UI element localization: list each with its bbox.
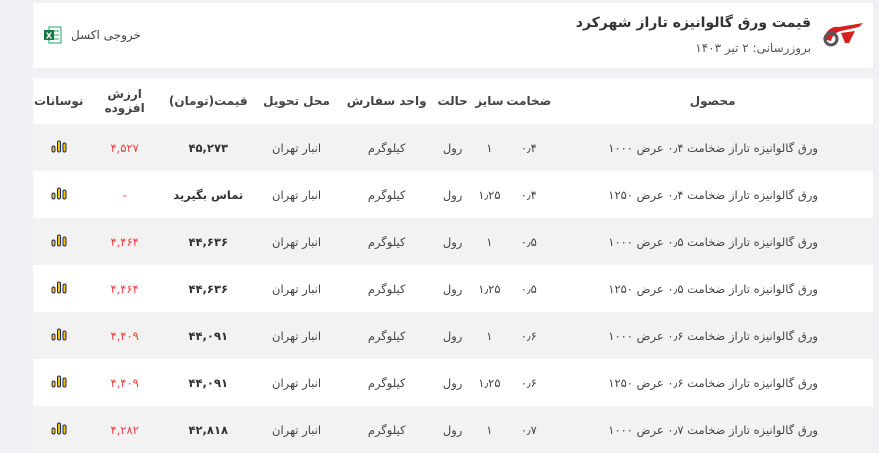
company-logo	[823, 23, 863, 47]
unit-cell: کیلوگرم	[367, 281, 406, 296]
vat-cell: -	[122, 187, 127, 202]
page-title: قیمت ورق گالوانیزه تاراز شهرکرد	[575, 15, 811, 31]
size-cell: ۱٫۲۵	[478, 281, 501, 296]
state-cell: رول	[431, 312, 474, 359]
vat-cell: ۴,۴۰۹	[84, 312, 165, 359]
fluctuation-chart-button[interactable]	[33, 171, 84, 218]
col-unit: واحد سفارش	[346, 94, 427, 108]
unit-cell: کیلوگرم	[341, 406, 432, 453]
product-cell: ورق گالوانیزه تاراز ضخامت ۰٫۴ عرض ۱۲۵۰	[608, 187, 818, 202]
fluctuation-chart-button[interactable]	[33, 218, 85, 265]
price-cell: ۴۴,۰۹۱	[188, 375, 228, 390]
unit-cell: کیلوگرم	[367, 375, 406, 390]
size-cell: ۱	[473, 218, 506, 265]
unit-cell: کیلوگرم	[341, 312, 432, 359]
col-product: محصول	[689, 94, 736, 108]
thickness-cell: ۰٫۶	[520, 375, 537, 390]
product-cell: ورق گالوانیزه تاراز ضخامت ۰٫۶ عرض ۱۰۰۰	[552, 312, 873, 359]
product-cell: ورق گالوانیزه تاراز ضخامت ۰٫۷ عرض ۱۰۰۰	[552, 406, 873, 453]
thickness-cell: ۰٫۵	[505, 218, 553, 265]
bar-chart-icon	[51, 375, 67, 388]
fluctuation-chart-button[interactable]	[33, 265, 84, 312]
size-cell: ۱	[473, 406, 506, 453]
col-state: حالت	[437, 94, 468, 108]
state-cell: رول	[431, 218, 474, 265]
table-header-row: محصول ضخامت سایز حالت واحد سفارش محل تحو…	[33, 78, 873, 124]
price-table: محصول ضخامت سایز حالت واحد سفارش محل تحو…	[33, 78, 873, 453]
bar-chart-icon	[51, 234, 67, 247]
fluctuation-chart-button[interactable]	[33, 312, 85, 359]
thickness-cell: ۰٫۵	[520, 281, 537, 296]
bar-chart-icon	[51, 140, 67, 153]
table-row: ورق گالوانیزه تاراز ضخامت ۰٫۵ عرض ۱۰۰۰ ۰٫…	[33, 218, 873, 265]
size-cell: ۱٫۲۵	[478, 187, 501, 202]
state-cell: رول	[442, 375, 463, 390]
vat-cell: ۴,۲۸۲	[84, 406, 165, 453]
state-cell: رول	[442, 187, 463, 202]
place-cell: انبار تهران	[272, 375, 322, 390]
vat-cell: ۴,۴۶۴	[110, 281, 139, 296]
product-cell: ورق گالوانیزه تاراز ضخامت ۰٫۴ عرض ۱۰۰۰	[552, 124, 873, 171]
col-price: قیمت(تومان)	[168, 94, 248, 108]
col-fluctuations: نوسانات	[34, 94, 84, 108]
fluctuation-chart-button[interactable]	[33, 124, 85, 171]
col-place: محل تحویل	[263, 94, 330, 108]
unit-cell: کیلوگرم	[341, 218, 432, 265]
thickness-cell: ۰٫۶	[505, 312, 553, 359]
state-cell: رول	[442, 281, 463, 296]
col-size: سایز	[475, 94, 504, 108]
bar-chart-icon	[51, 281, 67, 294]
price-table-card: محصول ضخامت سایز حالت واحد سفارش محل تحو…	[33, 78, 873, 453]
vat-cell: ۴,۴۰۹	[110, 375, 139, 390]
place-cell: انبار تهران	[251, 312, 342, 359]
table-row: ورق گالوانیزه تاراز ضخامت ۰٫۶ عرض ۱۲۵۰ ۰٫…	[33, 359, 873, 406]
thickness-cell: ۰٫۴	[505, 124, 553, 171]
state-cell: رول	[431, 124, 474, 171]
place-cell: انبار تهران	[272, 187, 322, 202]
size-cell: ۱٫۲۵	[478, 375, 501, 390]
table-row: ورق گالوانیزه تاراز ضخامت ۰٫۵ عرض ۱۲۵۰ ۰٫…	[33, 265, 873, 312]
size-cell: ۱	[473, 312, 506, 359]
header-card: قیمت ورق گالوانیزه تاراز شهرکرد بروزرسان…	[33, 3, 873, 68]
fluctuation-chart-button[interactable]	[33, 359, 84, 406]
bar-chart-icon	[51, 422, 67, 435]
product-cell: ورق گالوانیزه تاراز ضخامت ۰٫۶ عرض ۱۲۵۰	[608, 375, 818, 390]
col-vat: ارزش افزوده	[104, 87, 145, 115]
excel-export-button[interactable]: خروجی اکسل X	[43, 25, 141, 45]
table-row: ورق گالوانیزه تاراز ضخامت ۰٫۴ عرض ۱۲۵۰ ۰٫…	[33, 171, 873, 218]
table-row: ورق گالوانیزه تاراز ضخامت ۰٫۶ عرض ۱۰۰۰ ۰٫…	[33, 312, 873, 359]
table-row: ورق گالوانیزه تاراز ضخامت ۰٫۴ عرض ۱۰۰۰ ۰٫…	[33, 124, 873, 171]
update-date: بروزرسانی: ۲ تیر ۱۴۰۳	[695, 41, 811, 55]
place-cell: انبار تهران	[272, 281, 322, 296]
price-cell: ۴۴,۰۹۱	[164, 312, 252, 359]
product-cell: ورق گالوانیزه تاراز ضخامت ۰٫۵ عرض ۱۲۵۰	[608, 281, 818, 296]
bar-chart-icon	[51, 187, 67, 200]
price-cell: ۴۴,۶۳۶	[164, 218, 252, 265]
svg-text:X: X	[46, 32, 53, 41]
place-cell: انبار تهران	[251, 406, 342, 453]
excel-icon: X	[44, 26, 62, 44]
price-cell: ۴۵,۲۷۳	[164, 124, 252, 171]
table-row: ورق گالوانیزه تاراز ضخامت ۰٫۷ عرض ۱۰۰۰ ۰٫…	[33, 406, 873, 453]
unit-cell: کیلوگرم	[341, 124, 432, 171]
thickness-cell: ۰٫۷	[505, 406, 553, 453]
fluctuation-chart-button[interactable]	[33, 406, 85, 453]
place-cell: انبار تهران	[251, 124, 342, 171]
place-cell: انبار تهران	[251, 218, 342, 265]
vat-cell: ۴,۵۲۷	[84, 124, 165, 171]
unit-cell: کیلوگرم	[367, 187, 406, 202]
price-cell: ۴۲,۸۱۸	[164, 406, 252, 453]
price-cell: ۴۴,۶۳۶	[188, 281, 228, 296]
excel-export-label: خروجی اکسل	[71, 28, 141, 42]
vat-cell: ۴,۴۶۴	[84, 218, 165, 265]
bar-chart-icon	[51, 328, 67, 341]
thickness-cell: ۰٫۴	[520, 187, 537, 202]
price-cell: تماس بگیرید	[173, 187, 244, 202]
product-cell: ورق گالوانیزه تاراز ضخامت ۰٫۵ عرض ۱۰۰۰	[552, 218, 873, 265]
state-cell: رول	[431, 406, 474, 453]
size-cell: ۱	[473, 124, 506, 171]
col-thickness: ضخامت	[506, 94, 552, 108]
